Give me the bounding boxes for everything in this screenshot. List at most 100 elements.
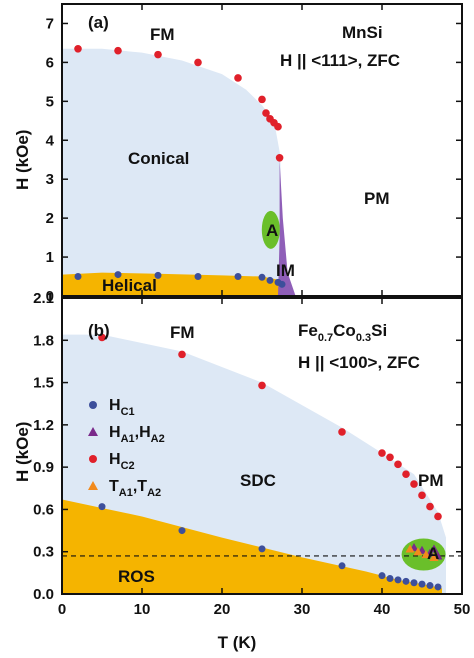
- fm-label-b: FM: [170, 323, 195, 342]
- y-axis-title-b: H (kOe): [13, 422, 32, 482]
- panel-b-points: [98, 333, 443, 591]
- hc2-point-b: [418, 491, 426, 500]
- y-tick-label-a: 5: [46, 93, 54, 110]
- hc2-point-b: [434, 512, 442, 521]
- y-tick-label-a: 2: [46, 210, 54, 227]
- panel-a: 0 1 2 3 4 5 6 7 (a) FM MnSi H || <111>, ZFC Con…: [13, 3, 463, 305]
- hc2-point-b: [98, 333, 106, 342]
- x-tick-label: 10: [134, 601, 151, 618]
- legend-marker: [88, 427, 98, 436]
- legend-entry: HA1,HA2: [109, 424, 165, 445]
- hc1-point-b: [178, 527, 186, 535]
- x-tick-label: 40: [374, 601, 391, 618]
- legend-entry: HC2: [109, 451, 135, 472]
- field-direction-a: H || <111>, ZFC: [280, 51, 400, 70]
- panel-a-y-tick-labels: 0 1 2 3 4 5 6 7: [46, 15, 55, 305]
- panel-b-label: (b): [88, 321, 110, 340]
- y-axis-title-a: H (kOe): [13, 130, 32, 190]
- ta-point: [421, 550, 431, 559]
- material-label-a: MnSi: [342, 23, 383, 42]
- y-tick-label-b: 1.2: [33, 417, 54, 434]
- panel-a-ticks: [61, 4, 463, 297]
- hc2-point-b: [394, 460, 402, 469]
- y-tick-label-b: 2.1: [33, 290, 54, 307]
- y-tick-label-a: 1: [46, 249, 54, 266]
- conical-label: Conical: [128, 149, 189, 168]
- hc1-point-b: [338, 562, 346, 570]
- hc2-point-b: [386, 453, 394, 462]
- x-tick-labels: 0 10 20 30 40 50: [58, 601, 471, 618]
- material-label-b: Fe0.7Co0.3Si: [298, 321, 387, 344]
- hc2-point-b: [258, 381, 266, 390]
- conical-region: [62, 48, 282, 297]
- y-tick-label-a: 3: [46, 171, 54, 188]
- legend-marker: [88, 481, 98, 490]
- pm-label-b: PM: [418, 471, 444, 490]
- x-tick-label: 20: [214, 601, 231, 618]
- hc2-point: [274, 122, 282, 131]
- legend-entry: HC1: [109, 397, 135, 418]
- hc1-point: [114, 271, 122, 279]
- helical-region: [62, 272, 286, 296]
- y-tick-label-b: 0.6: [33, 501, 54, 518]
- field-direction-b: H || <100>, ZFC: [298, 353, 420, 372]
- a-phase-region: [261, 210, 280, 249]
- hc1-point-b: [386, 574, 394, 582]
- hc1-point: [154, 271, 162, 279]
- ros-region: [62, 499, 442, 594]
- hc1-point: [278, 280, 286, 288]
- panel-a-frame: [61, 3, 463, 297]
- pm-label-a: PM: [364, 189, 390, 208]
- panel-b-y-tick-labels: 0.0 0.3 0.6 0.9 1.2 1.5 1.8 2.1: [33, 290, 54, 603]
- x-tick-label: 50: [454, 601, 471, 618]
- y-tick-label-b: 1.8: [33, 332, 54, 349]
- helical-label: Helical: [102, 276, 157, 295]
- hc1-point-b: [378, 572, 386, 580]
- legend-marker: [89, 455, 97, 463]
- x-tick-label: 30: [294, 601, 311, 618]
- ta-point: [405, 544, 415, 553]
- hc1-point-b: [98, 503, 106, 511]
- x-tick-label: 0: [58, 601, 66, 618]
- hc1-point-b: [258, 545, 266, 553]
- y-tick-label-a: 6: [46, 54, 54, 71]
- hc2-point-b: [378, 449, 386, 457]
- im-label: IM: [276, 261, 295, 280]
- hc2-point: [194, 58, 202, 67]
- panel-a-points: [74, 44, 286, 288]
- y-tick-label-b: 0.3: [33, 544, 54, 561]
- hc2-point: [114, 46, 122, 55]
- ta-point: [429, 552, 439, 561]
- hc2-point: [262, 109, 270, 117]
- hc2-point-b: [410, 480, 418, 488]
- hc1-point: [194, 273, 202, 281]
- y-tick-label-b: 0.9: [33, 459, 54, 476]
- hc2-point-b: [178, 350, 186, 359]
- panel-b-ticks: [61, 297, 463, 595]
- hc1-point-b: [410, 579, 418, 587]
- a-phase-label-b: A: [427, 544, 439, 563]
- ta-point: [413, 547, 423, 556]
- sdc-label: SDC: [240, 471, 276, 490]
- hc2-point: [154, 50, 162, 59]
- hc1-point: [74, 273, 82, 281]
- hc1-point: [266, 276, 274, 284]
- hc2-point: [74, 44, 82, 53]
- ros-label: ROS: [118, 567, 155, 586]
- hc1-point: [258, 273, 266, 281]
- y-tick-label-a: 7: [46, 15, 54, 32]
- y-tick-label-a: 4: [46, 132, 55, 149]
- panel-b: 0.0 0.3 0.6 0.9 1.2 1.5 1.8 2.1 0 10 20 30 40 50 (b)…: [13, 290, 470, 652]
- hc1-point-b: [394, 576, 402, 584]
- hc1-point-b: [418, 580, 426, 588]
- y-tick-label-b: 0.0: [33, 586, 54, 603]
- legend-entry: TA1,TA2: [109, 478, 161, 499]
- hc1-point-b: [426, 582, 434, 590]
- ha-point: [429, 544, 439, 553]
- hc2-point-b: [402, 470, 410, 478]
- y-tick-label-a: 0: [46, 288, 54, 305]
- hc2-point-b: [338, 428, 346, 436]
- panel-b-frame: [61, 297, 463, 595]
- hc1-point: [234, 273, 242, 281]
